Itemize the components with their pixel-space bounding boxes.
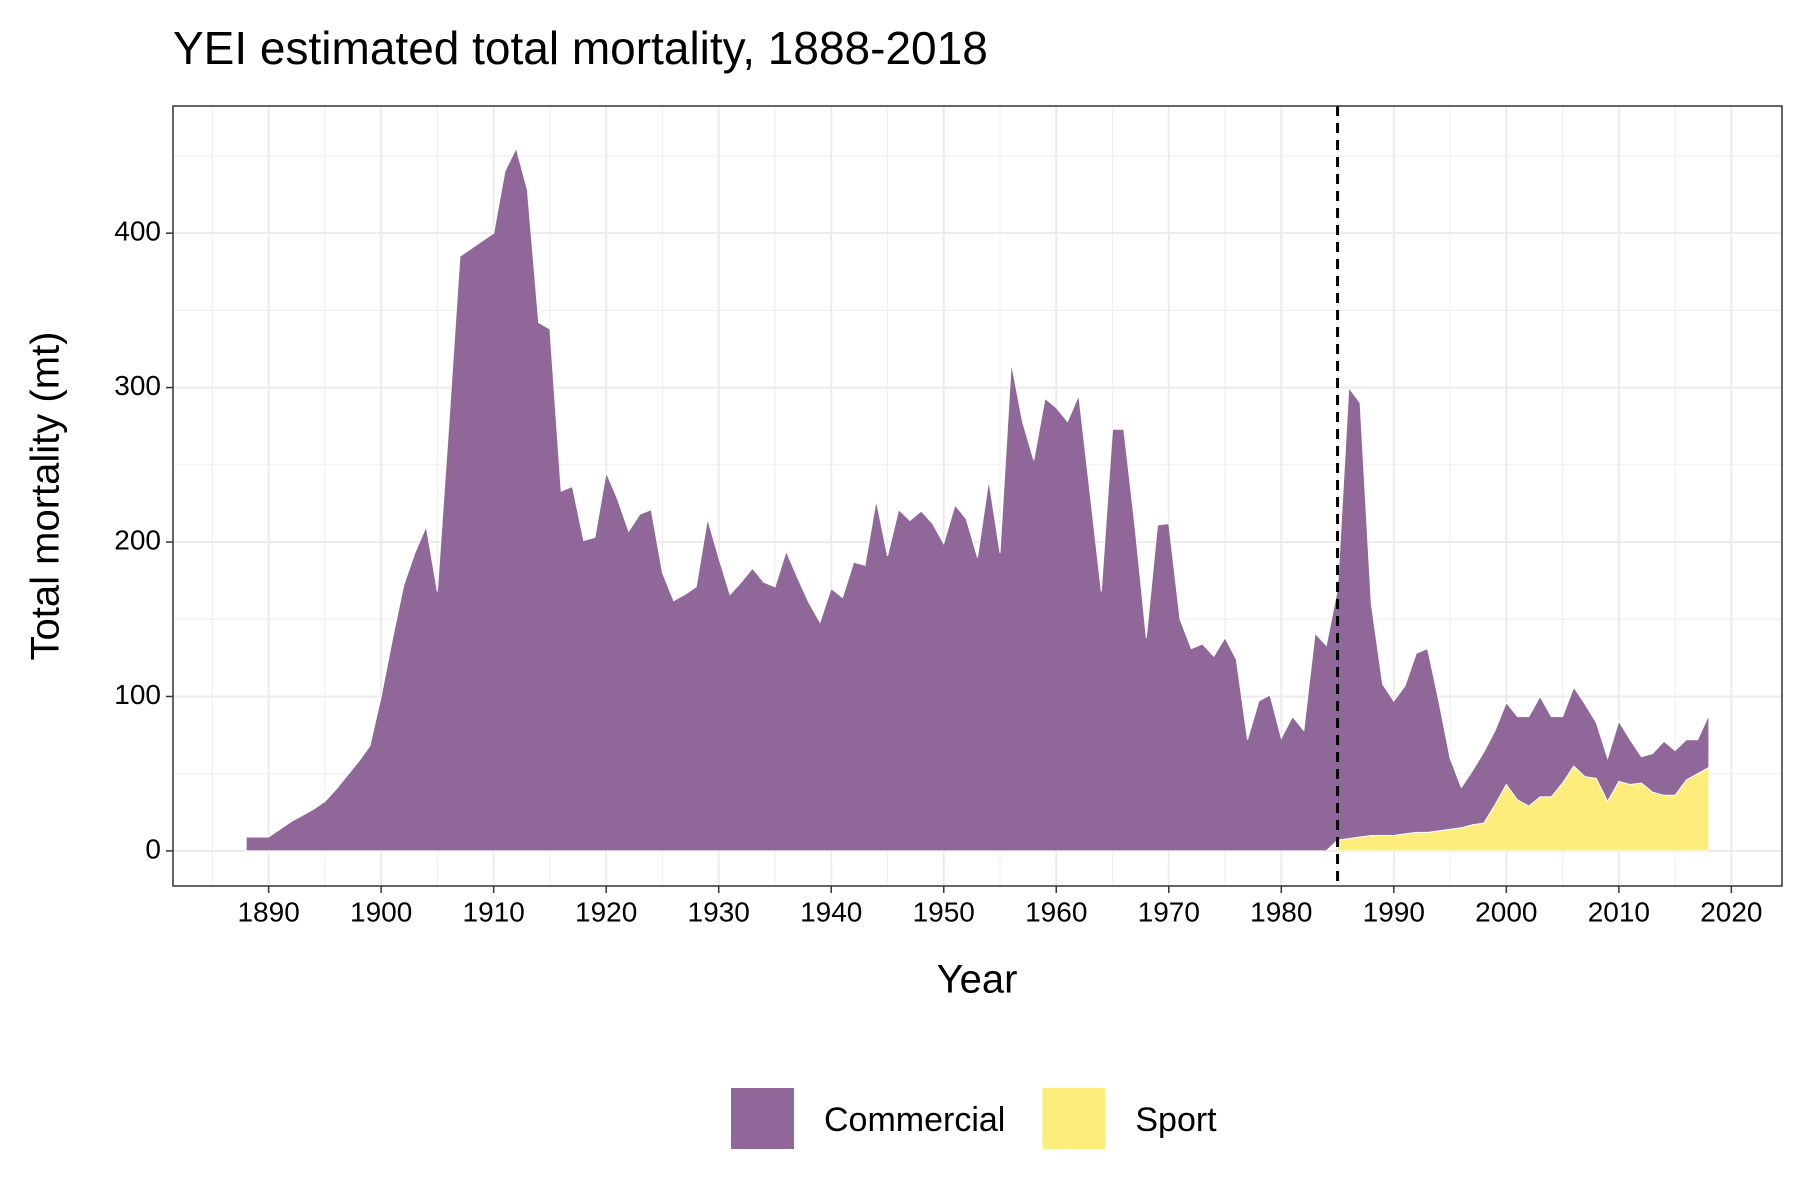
x-tick-label: 1980 (1250, 896, 1312, 927)
area (245, 146, 1710, 852)
legend: Commercial Sport (731, 1088, 1217, 1149)
legend-swatch (1042, 1088, 1106, 1149)
y-tick-label: 400 (114, 216, 161, 247)
x-tick-label: 1960 (1025, 896, 1087, 927)
x-axis-title: Year (937, 958, 1018, 1002)
x-tick-label: 1890 (237, 896, 299, 927)
x-tick-label: 2020 (1700, 896, 1762, 927)
x-tick-label: 1920 (575, 896, 637, 927)
y-tick-label: 200 (114, 524, 161, 555)
legend-swatch (731, 1088, 794, 1149)
y-axis-title: Total mortality (mt) (24, 332, 68, 661)
x-tick-label: 1940 (800, 896, 862, 927)
y-tick-label: 300 (114, 370, 161, 401)
legend-label: Commercial (824, 1101, 1005, 1139)
y-tick-label: 100 (114, 679, 161, 710)
x-tick-label: 1990 (1363, 896, 1425, 927)
x-tick-label: 2010 (1588, 896, 1650, 927)
x-tick-label: 1900 (350, 896, 412, 927)
x-tick-label: 2000 (1475, 896, 1537, 927)
panel-border (172, 105, 1783, 887)
chart-title: YEI estimated total mortality, 1888-2018 (173, 22, 988, 74)
x-tick-label: 1910 (463, 896, 525, 927)
legend-label: Sport (1135, 1101, 1217, 1139)
x-tick-label: 1950 (913, 896, 975, 927)
x-tick-label: 1930 (688, 896, 750, 927)
x-tick-label: 1970 (1138, 896, 1200, 927)
y-tick-label: 0 (145, 833, 161, 864)
